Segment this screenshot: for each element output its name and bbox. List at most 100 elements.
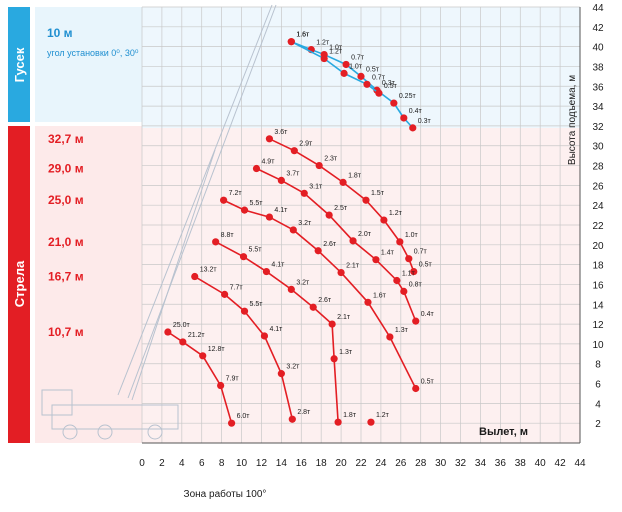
series-line <box>215 241 339 423</box>
load-label: 0.7т <box>372 74 386 81</box>
load-label: 4.1т <box>274 207 288 214</box>
load-label: 1.2т <box>316 40 330 47</box>
x-tick-label: 40 <box>535 458 547 469</box>
load-point <box>375 89 383 97</box>
load-point <box>212 238 220 246</box>
load-label: 1.3т <box>339 349 353 356</box>
load-point <box>289 226 297 234</box>
load-point <box>396 238 404 246</box>
axis-tick-labels: 0 2 4 6 8 10 12 14 16 18 20 22 24 26 28 30 32 34 36 38 40 42 4… <box>139 3 604 469</box>
load-point <box>288 415 296 423</box>
load-label: 2.1т <box>346 263 360 270</box>
load-label: 3.7т <box>286 170 300 177</box>
load-label: 0.4т <box>409 108 423 115</box>
load-point <box>337 268 345 277</box>
load-label: 0.5т <box>421 379 435 386</box>
load-label: 0.5т <box>419 262 433 269</box>
load-point <box>362 196 370 204</box>
series-layer: 1.6т1.2т1.0т0.7т0.5т0.3т0.25т0.4т0.3т1.6… <box>164 32 434 427</box>
x-tick-label: 16 <box>296 458 308 469</box>
boom-length-label: 32,7 м <box>48 132 84 146</box>
load-point <box>240 307 249 315</box>
load-label: 5.5т <box>250 200 264 207</box>
load-point <box>265 135 274 143</box>
boom-length-label: 29,0 м <box>48 162 84 176</box>
load-point <box>367 418 375 426</box>
load-label: 2.6т <box>323 241 337 248</box>
boom-series-5: 8.8т 5.5т 4.1т 3.2т 2.6т 2.1т 1.3т 1.8т <box>212 232 357 426</box>
load-point <box>191 272 199 281</box>
load-label: 1.4т <box>381 250 395 257</box>
y-tick-label: 20 <box>592 241 604 252</box>
x-tick-label: 42 <box>555 458 567 469</box>
load-point <box>179 338 187 346</box>
load-point <box>328 320 336 328</box>
load-label: 2.8т <box>297 409 311 416</box>
load-point <box>217 381 225 390</box>
load-label: 0.8т <box>409 281 423 288</box>
x-tick-label: 38 <box>515 458 527 469</box>
load-label: 1.8т <box>348 172 362 179</box>
boom-side-label: Стрела <box>12 260 27 307</box>
load-point <box>309 303 317 311</box>
load-point <box>393 276 401 285</box>
load-point <box>314 247 322 255</box>
load-label: 3.2т <box>296 279 310 286</box>
load-label: 1.5т <box>371 190 385 197</box>
x-tick-label: 20 <box>336 458 348 469</box>
y-tick-label: 26 <box>592 181 604 192</box>
boom-side-bar <box>8 126 30 443</box>
load-point <box>320 54 328 63</box>
load-label: 12.8т <box>208 346 226 353</box>
load-point <box>164 328 172 336</box>
load-point <box>227 419 236 427</box>
load-label: 8.8т <box>221 232 235 239</box>
load-point <box>239 253 248 261</box>
load-point <box>199 352 207 360</box>
jib-series-1: 1.6т1.2т1.0т0.7т0.5т <box>287 32 398 97</box>
load-label: 4.9т <box>261 159 275 166</box>
load-label: 2.5т <box>334 205 348 212</box>
load-point <box>221 290 229 298</box>
load-point <box>400 287 408 295</box>
y-tick-label: 38 <box>592 62 604 73</box>
load-label: 4.1т <box>269 326 283 333</box>
x-tick-label: 44 <box>574 458 586 469</box>
jib-side-label: Гусек <box>12 47 27 82</box>
y-tick-label: 32 <box>592 122 604 133</box>
load-point <box>340 69 348 77</box>
load-label: 3.6т <box>274 129 288 136</box>
load-point <box>380 216 388 224</box>
load-point <box>405 255 413 263</box>
load-label: 6.0т <box>237 413 251 420</box>
load-point <box>412 317 420 325</box>
load-point <box>339 178 347 186</box>
x-tick-label: 12 <box>256 458 268 469</box>
y-tick-label: 44 <box>592 3 604 14</box>
x-axis-title: Вылет, м <box>479 426 528 438</box>
y-tick-label: 10 <box>592 340 604 351</box>
load-label: 1.6т <box>296 32 310 39</box>
boom-length-label: 10,7 м <box>48 325 84 339</box>
load-point <box>300 189 308 197</box>
x-tick-label: 4 <box>179 458 185 469</box>
load-point <box>265 213 274 221</box>
y-tick-label: 34 <box>592 102 604 113</box>
load-label: 25.0т <box>173 322 191 329</box>
boom-length-label: 16,7 м <box>48 270 84 284</box>
load-label: 3.2т <box>298 220 312 227</box>
load-label: 7.2т <box>229 190 243 197</box>
jib-panel-background <box>35 7 142 122</box>
jib-side-bar <box>8 7 30 122</box>
load-label: 0.5т <box>384 83 398 90</box>
load-label: 7.7т <box>230 284 244 291</box>
x-tick-label: 6 <box>199 458 205 469</box>
load-point <box>357 72 365 80</box>
load-point <box>364 298 372 306</box>
y-tick-label: 40 <box>592 43 604 54</box>
load-point <box>390 99 398 107</box>
load-label: 1.8т <box>343 412 357 419</box>
load-point <box>330 355 338 363</box>
